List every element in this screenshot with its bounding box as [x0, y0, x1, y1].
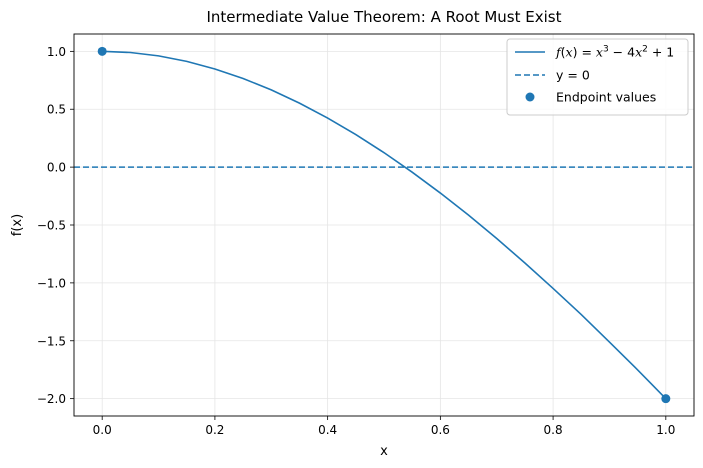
plot-data [74, 46, 694, 404]
legend-label-zero-line: y = 0 [556, 68, 590, 83]
x-tick-label: 0.2 [205, 423, 224, 437]
y-tick-label: 1.0 [47, 45, 66, 59]
endpoint-marker [661, 394, 671, 404]
x-axis-label: x [380, 444, 388, 459]
y-tick-label: −1.0 [37, 276, 66, 290]
x-tick-label: 0.0 [93, 423, 112, 437]
y-tick-label: 0.5 [47, 103, 66, 117]
x-tick-label: 0.6 [431, 423, 450, 437]
y-tick-label: −2.0 [37, 392, 66, 406]
legend: f(x) = x3 − 4x2 + 1 y = 0 Endpoint value… [506, 38, 689, 116]
legend-swatch-endpoints [525, 92, 535, 102]
x-tick-label: 0.8 [544, 423, 563, 437]
legend-box [506, 38, 689, 116]
ticks: 0.0 0.2 0.4 0.6 0.8 1.0 1.0 0.5 0.0 −0.5 −1.0 −1.5 −… [37, 45, 676, 437]
legend-label-curve: f(x) = x3 − 4x2 + 1 [555, 45, 674, 60]
y-tick-label: 0.0 [47, 161, 66, 175]
y-tick-label: −1.5 [37, 334, 66, 348]
y-axis-label: f(x) [10, 214, 25, 236]
endpoint-marker [97, 46, 107, 56]
y-tick-label: −0.5 [37, 219, 66, 233]
chart-title: Intermediate Value Theorem: A Root Must … [207, 8, 562, 26]
legend-label-endpoints: Endpoint values [556, 90, 656, 105]
x-tick-label: 1.0 [656, 423, 675, 437]
function-curve [102, 50, 667, 400]
x-tick-label: 0.4 [318, 423, 337, 437]
